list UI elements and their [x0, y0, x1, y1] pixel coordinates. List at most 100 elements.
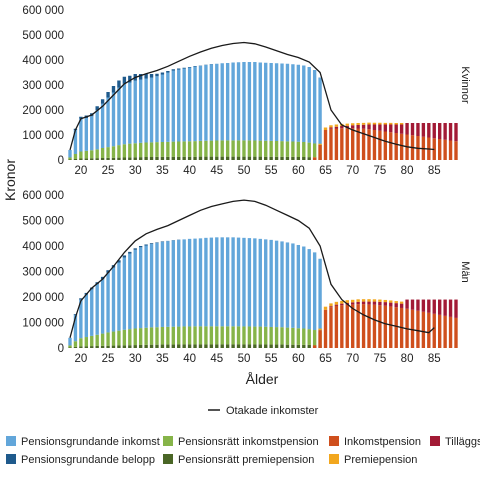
x-tick-label: 80 — [401, 353, 414, 365]
bar-segment-pensionsgrundande-inkomst — [291, 243, 294, 327]
bar-segment-inkomstpension-ratt — [221, 140, 224, 156]
bar-segment-premiepension-ratt — [269, 345, 272, 348]
bar-segment-inkomstpension-ratt — [204, 326, 207, 344]
bar-segment-inkomstpension — [351, 128, 354, 160]
bar-segment-inkomstpension-ratt — [248, 140, 251, 156]
y-tick-label: 400 000 — [22, 55, 64, 67]
bar-segment-pensionsgrundande-inkomst — [308, 67, 311, 143]
bar-segment-inkomstpension-ratt — [155, 327, 158, 344]
bar-segment-pensionsgrundande-belopp — [155, 242, 158, 243]
x-tick-label: 55 — [265, 165, 278, 177]
bar-segment-pensionsgrundande-inkomst — [318, 259, 321, 332]
bar-segment-premiepension-ratt — [177, 157, 180, 160]
bar-segment-inkomstpension-ratt — [226, 326, 229, 344]
x-tick-label: 65 — [319, 165, 332, 177]
bar-segment-inkomstpension — [395, 307, 398, 348]
bar-segment-tillaggspension — [433, 300, 436, 314]
x-tick-label: 20 — [74, 165, 87, 177]
bar-segment-premiepension-ratt — [193, 344, 196, 348]
bar-segment-premiepension-ratt — [237, 344, 240, 348]
bar-segment-pensionsgrundande-inkomst — [139, 80, 142, 143]
bar-segment-premiepension-ratt — [166, 157, 169, 160]
bar-segment-pensionsgrundande-belopp — [128, 252, 131, 254]
bar-segment-premiepension — [378, 300, 381, 302]
y-tick-label: 0 — [58, 155, 64, 167]
bar-segment-pensionsgrundande-belopp — [101, 99, 104, 104]
bar-segment-inkomstpension-ratt — [286, 328, 289, 345]
bar-segment-pensionsgrundande-inkomst — [150, 78, 153, 143]
bar-segment-tillaggspension — [411, 300, 414, 310]
x-tick-label: 55 — [265, 353, 278, 365]
bar-segment-inkomstpension-ratt — [286, 141, 289, 157]
bar-segment-pensionsgrundande-inkomst — [297, 65, 300, 142]
bar-segment-pensionsgrundande-inkomst — [297, 245, 300, 328]
bar-segment-inkomstpension-ratt — [269, 327, 272, 345]
legend-label: Pensionsgrundande inkomst — [21, 436, 160, 448]
bar-segment-premiepension-ratt — [182, 157, 185, 160]
bar-segment-tillaggspension — [438, 300, 441, 315]
facet-label: Kvinnor — [459, 66, 471, 104]
bar-segment-inkomstpension-ratt — [237, 326, 240, 344]
x-tick-label: 75 — [373, 165, 386, 177]
bar-segment-premiepension-ratt — [144, 157, 147, 160]
bar-segment-premiepension-ratt — [106, 346, 109, 348]
bar-segment-inkomstpension — [367, 129, 370, 160]
bar-segment-pensionsgrundande-inkomst — [204, 238, 207, 326]
bar-segment-pensionsgrundande-inkomst — [106, 98, 109, 148]
bar-segment-inkomstpension-ratt — [106, 147, 109, 158]
bar-segment-premiepension-ratt — [199, 157, 202, 160]
bar-segment-tillaggspension — [378, 125, 381, 131]
bar-segment-inkomstpension — [373, 130, 376, 160]
bar-segment-inkomstpension-ratt — [221, 326, 224, 344]
bar-segment-tillaggspension — [340, 304, 343, 306]
bar-segment-premiepension-ratt — [253, 157, 256, 160]
bar-segment-pensionsgrundande-inkomst — [215, 64, 218, 141]
bar-segment-pensionsgrundande-inkomst — [193, 67, 196, 142]
bar-segment-premiepension-ratt — [210, 344, 213, 348]
bar-segment-pensionsgrundande-inkomst — [275, 241, 278, 327]
bar-segment-premiepension — [367, 123, 370, 125]
bar-segment-pensionsgrundande-inkomst — [144, 245, 147, 327]
bar-segment-inkomstpension — [443, 316, 446, 348]
bar-segment-premiepension-ratt — [85, 346, 88, 348]
bar-segment-inkomstpension-ratt — [134, 143, 137, 157]
x-axis-title: Ålder — [246, 371, 279, 387]
bar-segment-premiepension-ratt — [308, 157, 311, 160]
bar-segment-premiepension-ratt — [182, 344, 185, 348]
bar-segment-pensionsgrundande-inkomst — [172, 71, 175, 142]
legend-swatch — [6, 436, 16, 446]
line-legend: Otakade inkomster — [208, 405, 319, 417]
bar-segment-tillaggspension — [340, 126, 343, 128]
bar-segment-inkomstpension-ratt — [172, 142, 175, 157]
bar-segment-inkomstpension-ratt — [139, 143, 142, 157]
bar-segment-inkomstpension — [400, 134, 403, 160]
bar-segment-pensionsgrundande-inkomst — [188, 68, 191, 142]
bar-segment-pensionsgrundande-inkomst — [302, 247, 305, 329]
x-tick-label: 30 — [129, 165, 142, 177]
bar-segment-inkomstpension-ratt — [308, 143, 311, 158]
bar-segment-inkomstpension-ratt — [210, 326, 213, 344]
bar-segment-pensionsgrundande-inkomst — [177, 70, 180, 142]
bar-segment-pensionsgrundande-inkomst — [90, 289, 93, 336]
bar-segment-pensionsgrundande-belopp — [150, 74, 153, 78]
x-tick-label: 70 — [346, 353, 359, 365]
bar-segment-premiepension — [395, 301, 398, 303]
bar-segment-premiepension — [318, 144, 321, 145]
bar-segment-inkomstpension-ratt — [199, 141, 202, 157]
bar-segment-pensionsgrundande-belopp — [117, 81, 120, 88]
bar-segment-premiepension-ratt — [95, 346, 98, 348]
bar-segment-tillaggspension — [367, 125, 370, 130]
x-tick-label: 60 — [292, 165, 305, 177]
bar-segment-premiepension-ratt — [210, 157, 213, 160]
y-tick-label: 500 000 — [22, 216, 64, 228]
x-tick-label: 80 — [401, 165, 414, 177]
bar-segment-premiepension — [384, 300, 387, 302]
bar-segment-premiepension-ratt — [112, 346, 115, 348]
bar-segment-pensionsgrundande-inkomst — [112, 268, 115, 332]
x-tick-label: 25 — [102, 353, 115, 365]
bar-segment-premiepension-ratt — [101, 158, 104, 160]
bar-segment-tillaggspension — [454, 123, 457, 141]
bar-segment-inkomstpension — [346, 128, 349, 160]
bar-segment-pensionsgrundande-inkomst — [302, 66, 305, 143]
